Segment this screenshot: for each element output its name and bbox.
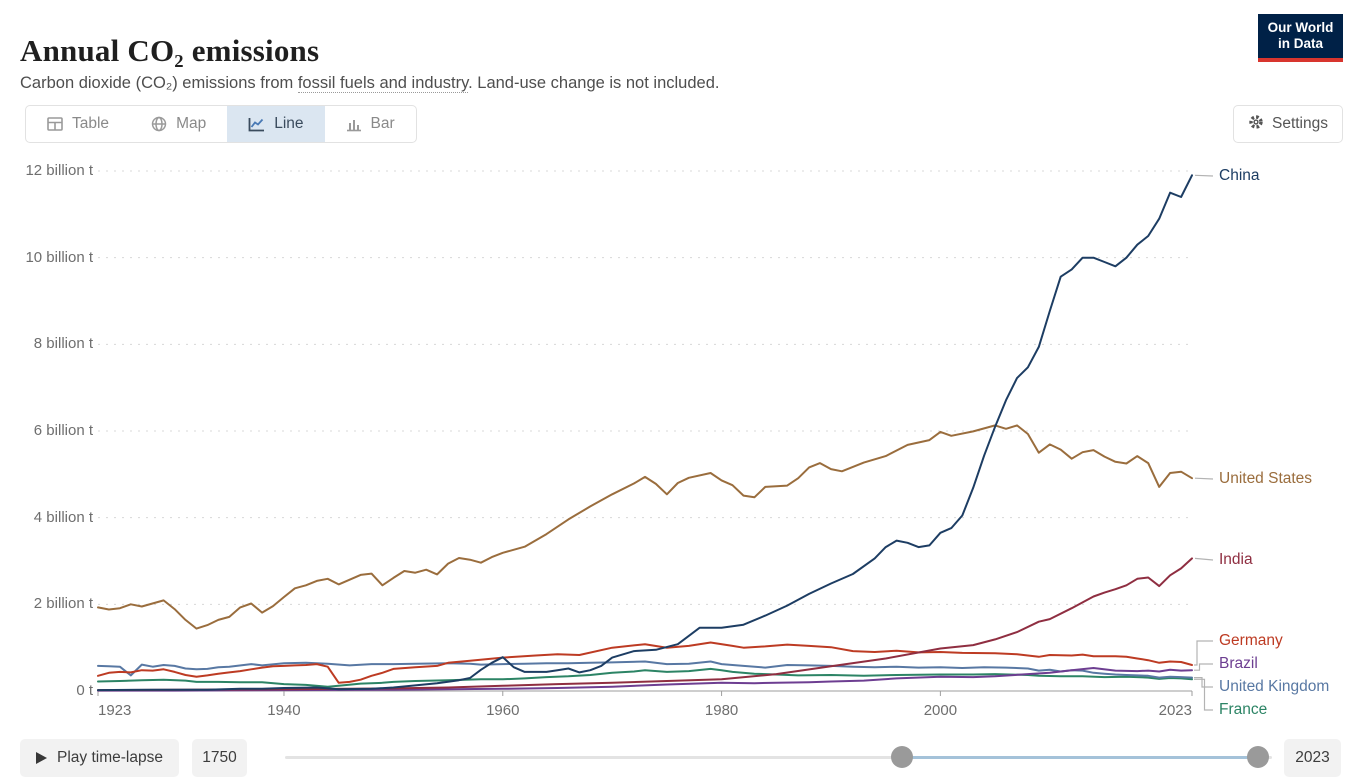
play-icon [36,752,47,764]
legend-connector [1194,174,1214,177]
timeline-handle-start[interactable] [890,746,913,768]
bar-chart-icon [346,117,362,132]
play-timelapse-label: Play time-lapse [57,749,163,766]
series-label-united-states[interactable]: United States [1219,470,1313,487]
settings-label: Settings [1271,115,1328,132]
tab-line-label: Line [274,115,304,132]
series-label-france[interactable]: France [1219,701,1268,718]
x-tick-label: 1923 [98,702,132,719]
y-tick-label: 10 billion t [25,248,93,266]
timeline-slider-active-range [901,756,1258,759]
subtitle-text-pre: Carbon dioxide (CO₂) emissions from [20,73,298,92]
page-subtitle: Carbon dioxide (CO₂) emissions from foss… [20,73,720,93]
series-label-china[interactable]: China [1219,167,1260,184]
chart-type-tabbar: Table Map Line Bar [25,105,417,143]
x-tick-label: 1980 [704,702,739,719]
x-tick-label: 1940 [267,702,301,719]
y-tick-label: 12 billion t [25,162,93,179]
series-label-germany[interactable]: Germany [1219,632,1283,649]
series-label-india[interactable]: India [1219,551,1253,568]
tab-table-label: Table [72,115,110,132]
play-timelapse-button[interactable]: Play time-lapse [20,739,179,777]
legend-connector [1194,677,1213,688]
legend-connector [1194,477,1214,480]
series-line-united-kingdom[interactable] [97,660,1193,679]
series-line-china[interactable] [97,174,1193,692]
x-tick-label: 2000 [923,702,958,719]
subtitle-link-fossil-fuels[interactable]: fossil fuels and industry [297,73,469,93]
subtitle-text-post: . Land-use change is not included. [468,73,720,92]
x-tick-label: 1960 [486,702,520,719]
gear-icon [1248,114,1264,135]
tab-bar[interactable]: Bar [325,106,416,142]
x-tick-label: 2023 [1158,702,1192,719]
y-tick-label: 8 billion t [33,335,93,353]
tab-bar-label: Bar [370,115,395,132]
y-tick-label: 6 billion t [33,422,93,439]
series-label-united-kingdom[interactable]: United Kingdom [1219,678,1330,695]
legend-connector [1194,640,1213,666]
tab-line[interactable]: Line [227,106,325,142]
series-line-germany[interactable] [97,641,1193,684]
timeline-end-year[interactable]: 2023 [1284,739,1341,777]
tab-table[interactable]: Table [26,106,130,142]
series-line-india[interactable] [97,557,1193,692]
y-tick-label: 0 t [76,682,93,699]
owid-logo[interactable]: Our World in Data [1258,14,1343,62]
y-tick-label: 2 billion t [33,595,93,613]
legend-connector [1194,663,1213,671]
y-tick-label: 4 billion t [33,508,93,526]
page-title: Annual CO₂ emissions [20,32,320,68]
series-label-brazil[interactable]: Brazil [1219,655,1258,672]
series-line-brazil[interactable] [97,667,1193,692]
series-line-france[interactable] [97,667,1193,688]
tab-map[interactable]: Map [130,106,227,142]
owid-logo-line2: in Data [1277,36,1323,52]
settings-button[interactable]: Settings [1232,105,1343,143]
table-icon [47,117,63,131]
line-chart-icon [248,117,265,132]
timeline-start-year[interactable]: 1750 [192,739,247,777]
timeline-slider-track[interactable] [285,756,1272,759]
globe-icon [151,116,167,132]
owid-logo-line1: Our World [1267,20,1334,35]
legend-connector [1194,678,1213,711]
tab-map-label: Map [176,115,207,132]
legend-connector [1194,557,1214,561]
timeline-handle-end[interactable] [1247,746,1269,768]
series-line-united-states[interactable] [97,424,1193,630]
